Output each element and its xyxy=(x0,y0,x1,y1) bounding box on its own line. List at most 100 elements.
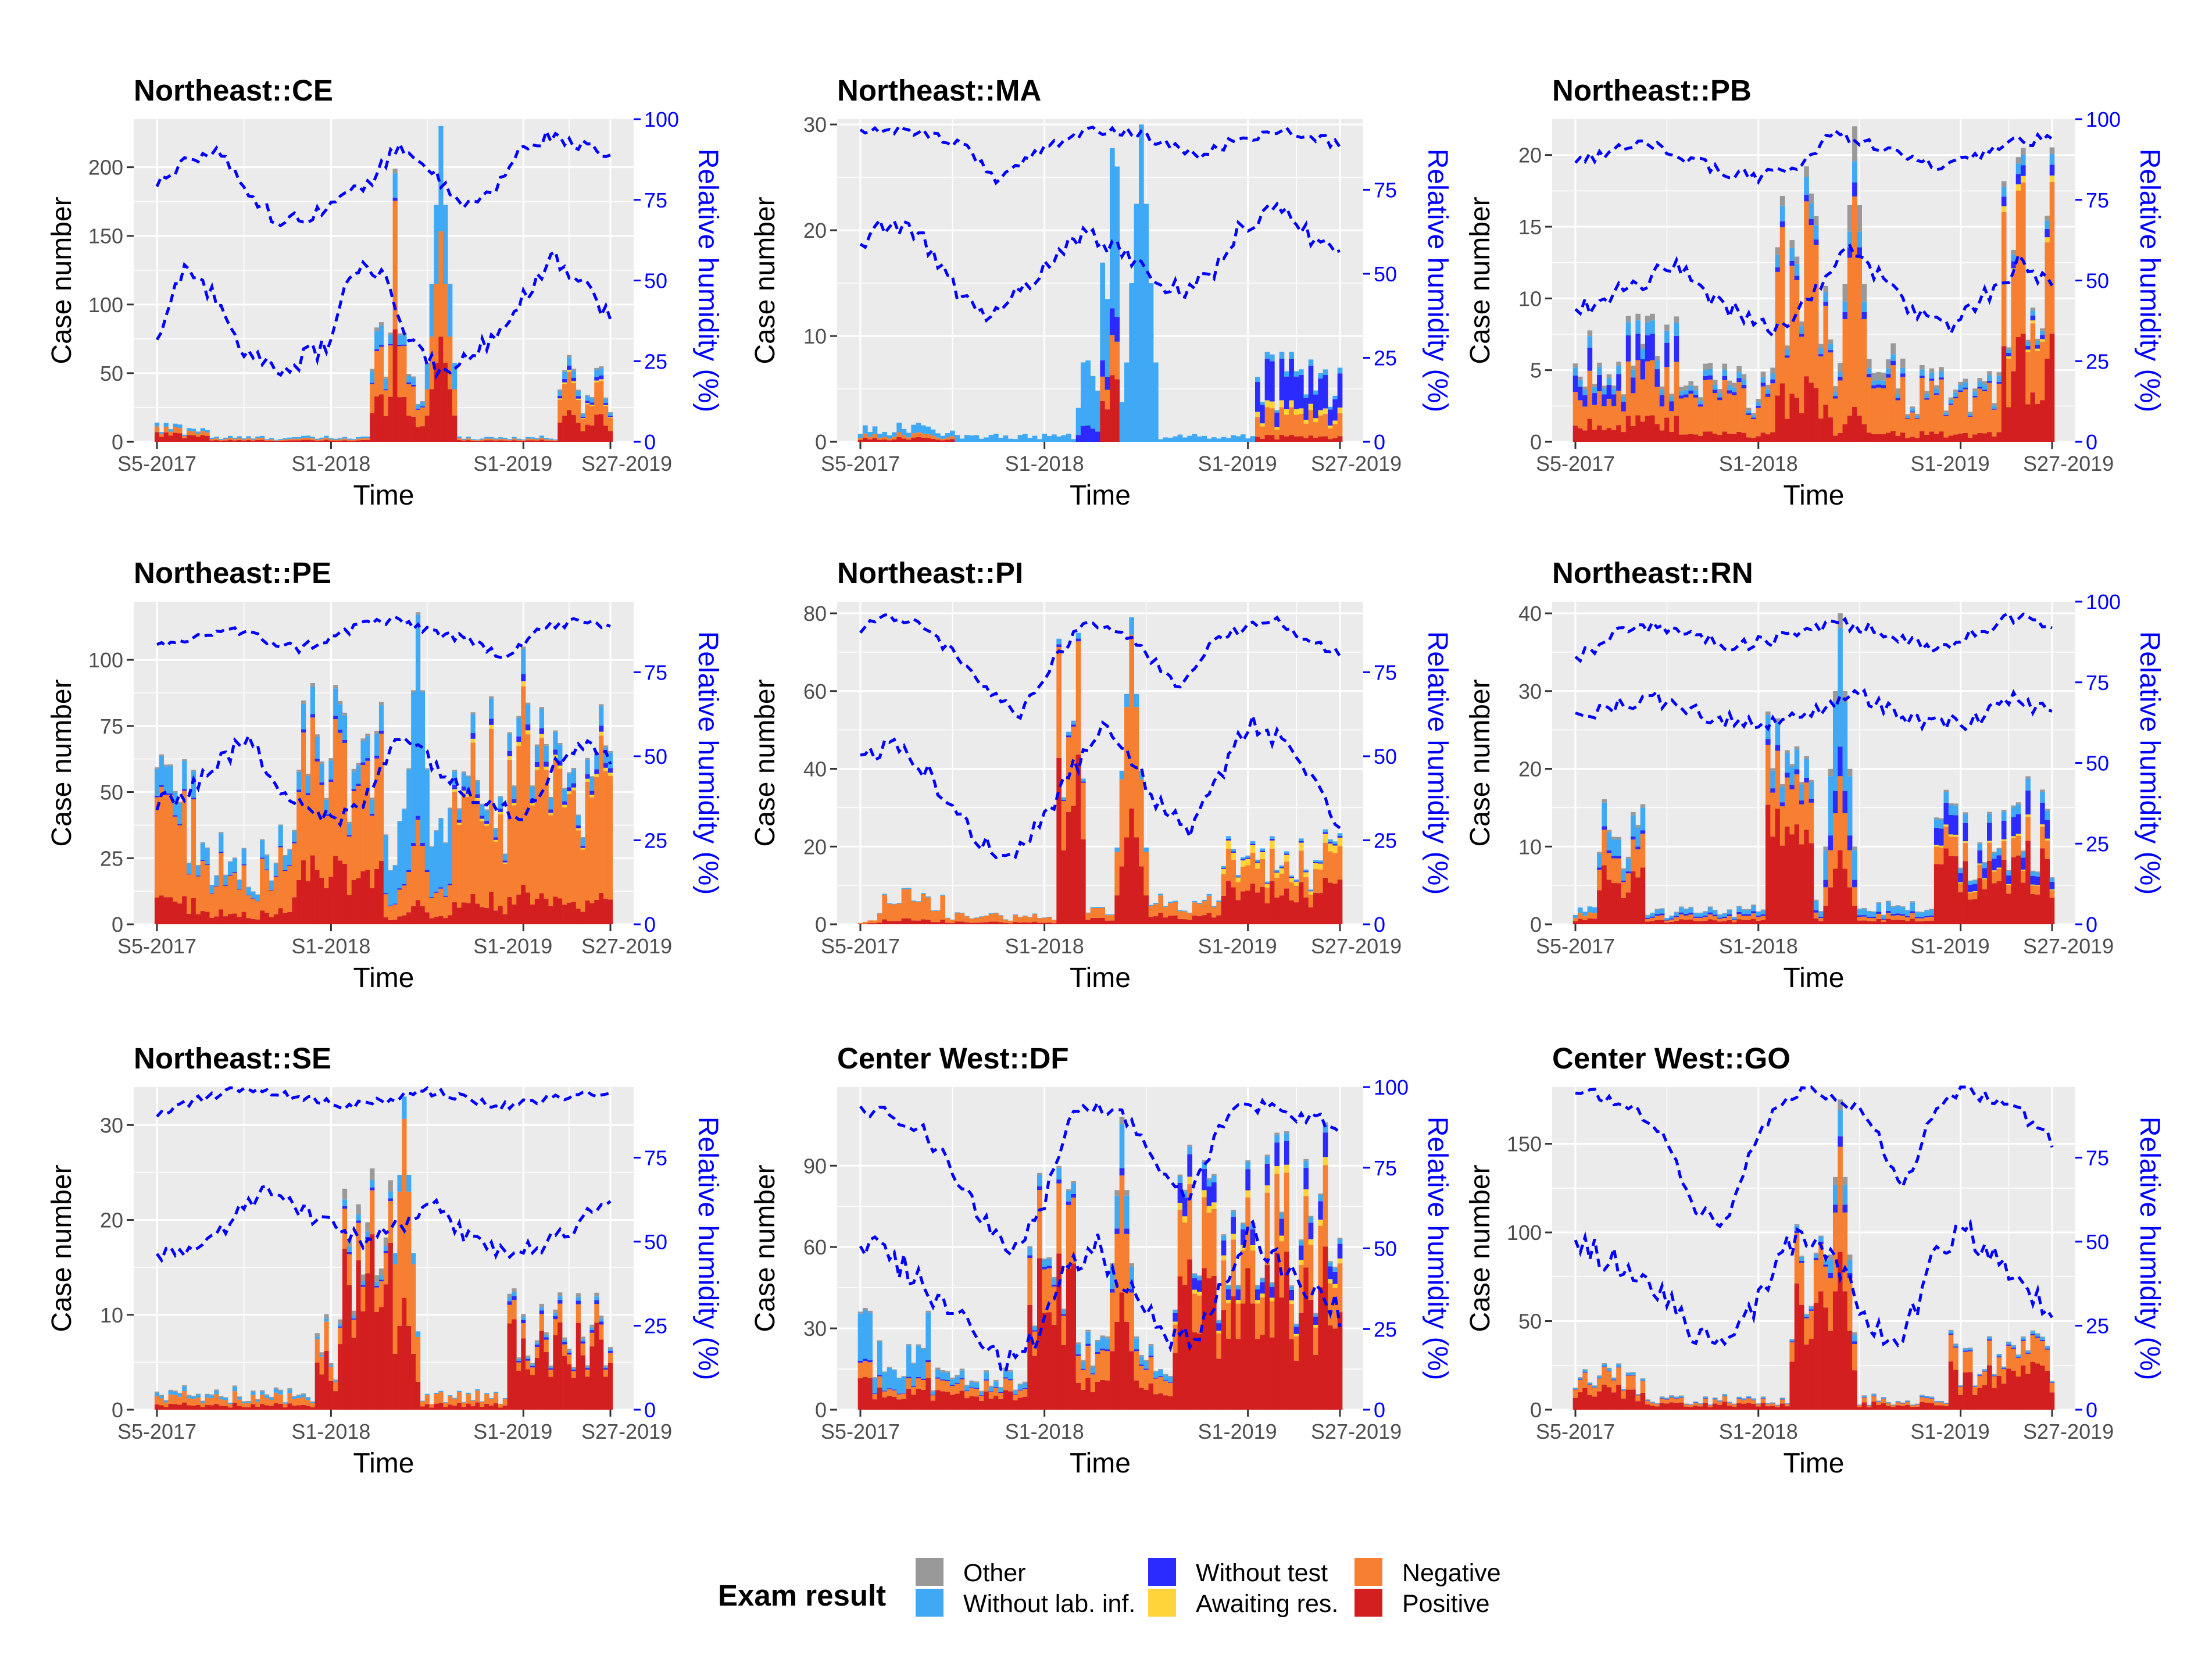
bar-other xyxy=(1765,711,1771,716)
bar-negative xyxy=(1809,1310,1814,1339)
bar-negative xyxy=(1168,903,1173,916)
bar-positive xyxy=(1842,1291,1848,1410)
bar-without-test xyxy=(1085,1343,1091,1346)
bar-other xyxy=(1953,803,1958,806)
bar-without-test xyxy=(607,768,613,773)
bar-negative xyxy=(360,438,366,440)
bar-without-lab xyxy=(530,787,535,799)
bar-other xyxy=(1809,780,1814,782)
bar-other xyxy=(1939,367,1944,371)
y-axis-label: Case number xyxy=(1465,1164,1496,1332)
bar-other xyxy=(1703,911,1708,912)
bar-awaiting xyxy=(1289,1300,1294,1304)
bar-negative xyxy=(901,435,907,439)
bar-positive xyxy=(187,435,192,442)
bar-awaiting xyxy=(1231,852,1236,860)
bar-positive xyxy=(1071,1263,1076,1410)
bar-negative xyxy=(292,1399,297,1406)
bar-without-lab xyxy=(1775,721,1781,745)
bar-positive xyxy=(1895,920,1901,924)
bar-other xyxy=(1881,914,1886,916)
bar-positive xyxy=(287,1403,292,1410)
bar-other xyxy=(1192,1273,1198,1275)
bar-without-lab xyxy=(580,413,585,417)
bar-without-lab xyxy=(200,843,205,860)
bar-awaiting xyxy=(1255,1300,1260,1304)
bar-positive xyxy=(1597,425,1602,442)
bar-other xyxy=(1635,313,1641,321)
bar-positive xyxy=(1967,1372,1973,1410)
bar-positive xyxy=(925,438,931,442)
bar-negative xyxy=(205,864,210,912)
bar-negative xyxy=(392,201,398,330)
bar-other xyxy=(163,1400,169,1401)
bar-without-test xyxy=(1785,355,1790,358)
bar-other xyxy=(1770,367,1775,374)
bar-without-test xyxy=(1929,915,1935,917)
bar-awaiting xyxy=(1308,1239,1314,1245)
bar-other xyxy=(2035,871,2040,873)
x-tick-label: S5-2017 xyxy=(117,452,196,476)
bar-negative xyxy=(1770,1403,1775,1406)
bar-without-lab xyxy=(1698,913,1703,917)
bar-without-test xyxy=(1187,1154,1192,1177)
bar-positive xyxy=(1799,413,1804,442)
bar-negative xyxy=(1736,914,1742,920)
bar-negative xyxy=(1013,1395,1018,1401)
bar-without-test xyxy=(599,1321,604,1325)
bar-without-lab xyxy=(526,437,531,439)
bar-other xyxy=(1823,285,1829,292)
bar-negative xyxy=(867,437,873,439)
bar-positive xyxy=(154,432,160,442)
humidity-line-lower xyxy=(1575,688,2053,732)
bar-negative xyxy=(406,1191,412,1326)
bar-other xyxy=(2040,789,2045,792)
bar-other xyxy=(502,853,507,855)
bar-without-lab xyxy=(1197,903,1202,905)
bar-positive xyxy=(411,416,416,442)
bar-positive xyxy=(1992,436,1997,442)
bar-positive xyxy=(1707,431,1713,442)
bar-negative xyxy=(200,860,205,912)
humidity-line-lower xyxy=(859,201,1341,323)
bar-awaiting xyxy=(1250,1245,1256,1251)
bar-negative xyxy=(489,728,494,892)
bar-other xyxy=(1765,384,1771,389)
bar-without-lab xyxy=(1722,1394,1728,1396)
bar-other xyxy=(544,1332,549,1335)
bar-without-test xyxy=(1741,914,1747,916)
bar-other xyxy=(411,690,416,692)
bar-without-lab xyxy=(402,809,407,884)
bar-without-lab xyxy=(979,438,984,442)
bar-negative xyxy=(502,439,507,441)
bar-positive xyxy=(227,914,233,924)
bar-without-lab xyxy=(2049,878,2055,882)
bar-without-lab xyxy=(1770,770,1775,789)
bar-other xyxy=(1611,837,1617,839)
bar-awaiting xyxy=(2025,349,2031,352)
bar-without-lab xyxy=(1308,1217,1314,1223)
bar-other xyxy=(959,1368,965,1371)
bar-other xyxy=(383,834,389,835)
bar-positive xyxy=(2049,1392,2055,1410)
bar-negative xyxy=(2001,1369,2007,1384)
bar-without-lab xyxy=(1293,371,1299,377)
bar-negative xyxy=(1211,1209,1217,1276)
bar-positive xyxy=(1871,434,1877,442)
bar-negative xyxy=(1235,882,1241,900)
bar-positive xyxy=(544,898,549,924)
bar-positive xyxy=(892,921,897,924)
bar-negative xyxy=(1013,914,1018,922)
bar-without-lab xyxy=(1337,367,1343,374)
bar-without-test xyxy=(594,1300,599,1304)
bar-without-lab xyxy=(1241,1224,1246,1229)
bar-without-test xyxy=(1799,334,1804,337)
bar-positive xyxy=(1313,1354,1318,1410)
bar-negative xyxy=(1876,913,1882,919)
bar-without-lab xyxy=(1037,1175,1042,1186)
bar-negative xyxy=(200,431,205,435)
bar-without-test xyxy=(1958,1386,1963,1387)
bar-positive xyxy=(246,1407,251,1410)
bar-without-test xyxy=(1250,1229,1256,1245)
bar-without-lab xyxy=(173,423,178,427)
